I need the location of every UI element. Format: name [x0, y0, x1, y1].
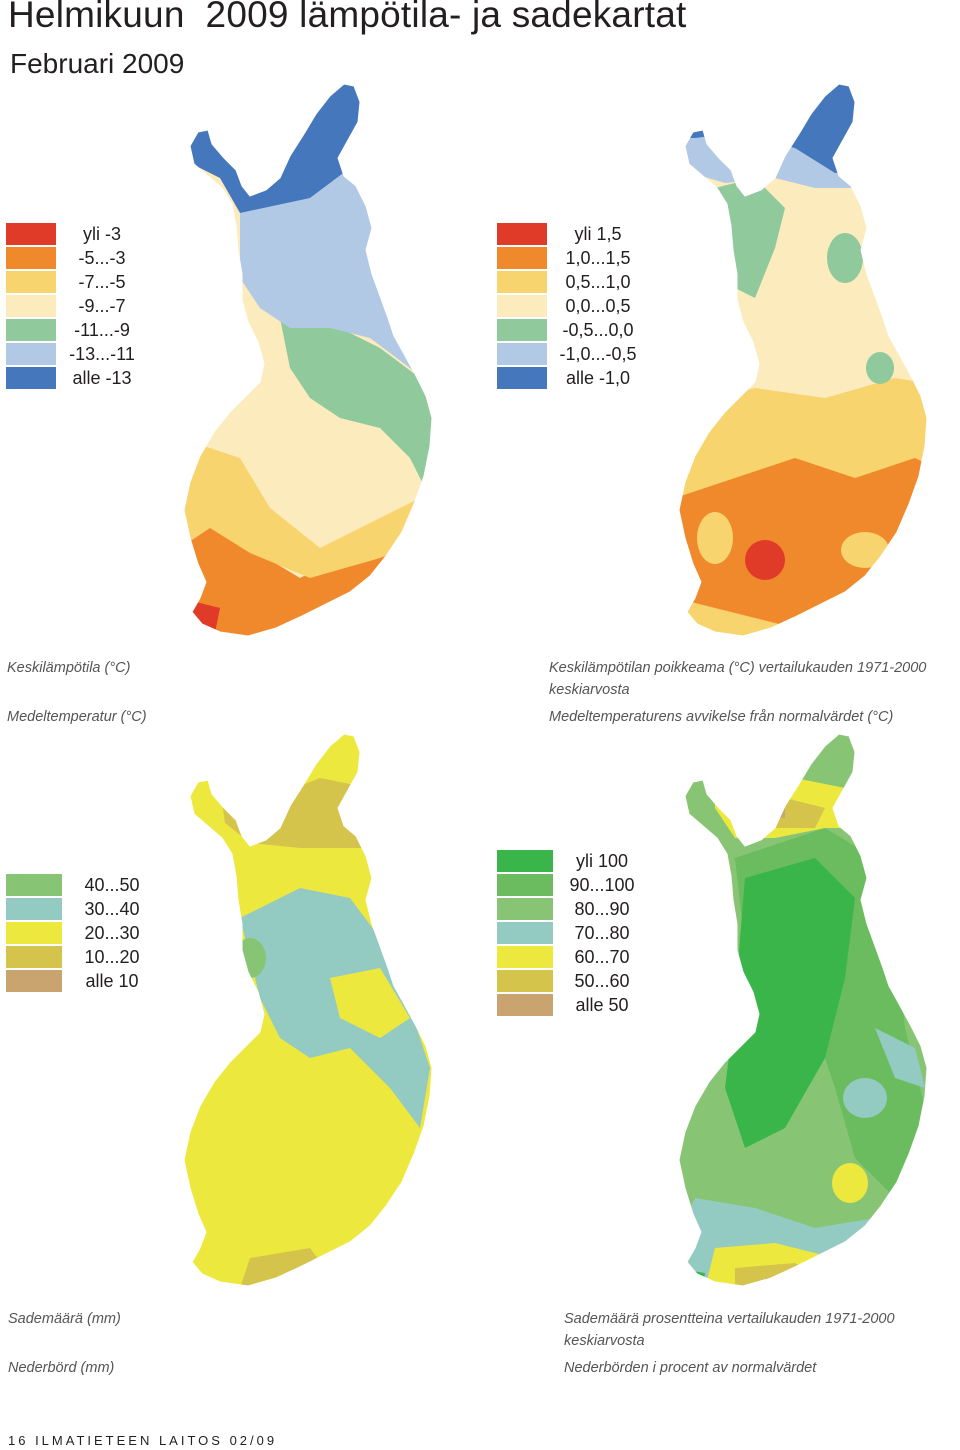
legend-label: alle 10	[85, 970, 139, 991]
legend-row: 10...20	[6, 945, 162, 969]
legend-row: -9...-7	[6, 294, 148, 318]
legend-row: yli -3	[6, 222, 148, 246]
caption-precipitation-sv: Nederbörd (mm)	[8, 1360, 115, 1376]
legend-mean-temperature: yli -3 -5...-3 -7...-5 -9...-7 -11...-9 …	[6, 222, 148, 390]
legend-row: 80...90	[497, 897, 651, 921]
legend-label: alle -13	[72, 367, 132, 388]
legend-label: -0,5...0,0	[562, 319, 634, 340]
legend-row: 70...80	[497, 921, 651, 945]
caption-precipitation-percent-fi: Sademäärä prosentteina vertailukauden 19…	[564, 1311, 895, 1327]
legend-label: 20...30	[84, 922, 140, 943]
legend-row: 40...50	[6, 873, 162, 897]
legend-label: 10...20	[84, 946, 140, 967]
legend-label: 90...100	[569, 874, 635, 895]
legend-precipitation-percent: yli 100 90...100 80...90 70...80 60...70…	[497, 849, 651, 1017]
legend-swatch	[6, 922, 62, 944]
legend-swatch	[497, 874, 553, 896]
legend-swatch	[6, 946, 62, 968]
caption-mean-temperature-sv: Medeltemperatur (°C)	[7, 709, 147, 725]
legend-row: -5...-3	[6, 246, 148, 270]
map-mean-temperature	[183, 83, 433, 637]
legend-swatch	[497, 271, 547, 293]
caption-temperature-anomaly-fi-2: keskiarvosta	[549, 682, 630, 698]
legend-temperature-anomaly: yli 1,5 1,0...1,5 0,5...1,0 0,0...0,5 -0…	[497, 222, 649, 390]
legend-row: yli 1,5	[497, 222, 649, 246]
legend-label: 30...40	[84, 898, 140, 919]
legend-swatch	[497, 295, 547, 317]
legend-label: alle -1,0	[565, 367, 631, 388]
caption-temperature-anomaly-sv: Medeltemperaturens avvikelse från normal…	[549, 709, 894, 725]
legend-swatch	[6, 247, 56, 269]
legend-row: 0,5...1,0	[497, 270, 649, 294]
legend-swatch	[497, 223, 547, 245]
legend-label: -1,0...-0,5	[559, 343, 637, 364]
caption-precipitation-percent-fi-2: keskiarvosta	[564, 1333, 645, 1349]
legend-label: -7...-5	[78, 271, 126, 292]
legend-row: -11...-9	[6, 318, 148, 342]
caption-precipitation-percent-sv: Nederbörden i procent av normalvärdet	[564, 1360, 817, 1376]
legend-row: alle -13	[6, 366, 148, 390]
legend-swatch	[6, 319, 56, 341]
legend-row: -1,0...-0,5	[497, 342, 649, 366]
map-temperature-anomaly	[678, 83, 928, 637]
legend-swatch	[6, 343, 56, 365]
legend-row: -13...-11	[6, 342, 148, 366]
legend-swatch	[497, 850, 553, 872]
legend-swatch	[497, 994, 553, 1016]
legend-label: -5...-3	[78, 247, 126, 268]
legend-row: alle 10	[6, 969, 162, 993]
legend-row: 90...100	[497, 873, 651, 897]
legend-swatch	[497, 898, 553, 920]
legend-swatch	[497, 319, 547, 341]
legend-swatch	[497, 343, 547, 365]
legend-label: 60...70	[574, 946, 630, 967]
legend-row: alle -1,0	[497, 366, 649, 390]
caption-precipitation-fi: Sademäärä (mm)	[8, 1311, 121, 1327]
legend-row: 30...40	[6, 897, 162, 921]
caption-temperature-anomaly-fi: Keskilämpötilan poikkeama (°C) vertailuk…	[549, 660, 927, 676]
legend-row: 20...30	[6, 921, 162, 945]
legend-label: yli 100	[575, 850, 629, 871]
legend-swatch	[497, 367, 547, 389]
legend-swatch	[6, 271, 56, 293]
caption-mean-temperature-fi: Keskilämpötila (°C)	[7, 660, 131, 676]
legend-swatch	[497, 922, 553, 944]
legend-label: 40...50	[84, 874, 140, 895]
legend-label: -11...-9	[74, 319, 130, 340]
legend-label: yli -3	[82, 223, 121, 244]
legend-label: -9...-7	[78, 295, 126, 316]
legend-label: 0,5...1,0	[565, 271, 631, 292]
legend-row: -0,5...0,0	[497, 318, 649, 342]
map-precipitation-percent	[678, 733, 928, 1287]
legend-row: -7...-5	[6, 270, 148, 294]
legend-swatch	[6, 367, 56, 389]
legend-label: 0,0...0,5	[565, 295, 631, 316]
legend-swatch	[6, 874, 62, 896]
legend-label: yli 1,5	[574, 223, 622, 244]
legend-row: 1,0...1,5	[497, 246, 649, 270]
page-title: Helmikuun 2009 lämpötila- ja sadekartat	[8, 0, 687, 35]
page-footer: 16 ILMATIETEEN LAITOS 02/09	[8, 1433, 278, 1448]
legend-swatch	[6, 223, 56, 245]
map-precipitation	[183, 733, 433, 1287]
legend-swatch	[6, 898, 62, 920]
legend-row: 60...70	[497, 945, 651, 969]
legend-row: 0,0...0,5	[497, 294, 649, 318]
legend-label: 80...90	[574, 898, 630, 919]
legend-swatch	[497, 970, 553, 992]
legend-label: -13...-11	[69, 343, 135, 364]
page-subtitle: Februari 2009	[10, 48, 185, 79]
legend-label: alle 50	[575, 994, 629, 1015]
legend-label: 1,0...1,5	[565, 247, 631, 268]
legend-label: 70...80	[574, 922, 630, 943]
legend-label: 50...60	[574, 970, 630, 991]
legend-row: alle 50	[497, 993, 651, 1017]
legend-swatch	[497, 946, 553, 968]
legend-swatch	[497, 247, 547, 269]
legend-row: 50...60	[497, 969, 651, 993]
legend-swatch	[6, 295, 56, 317]
legend-precipitation: 40...50 30...40 20...30 10...20 alle 10	[6, 873, 162, 993]
legend-row: yli 100	[497, 849, 651, 873]
legend-swatch	[6, 970, 62, 992]
